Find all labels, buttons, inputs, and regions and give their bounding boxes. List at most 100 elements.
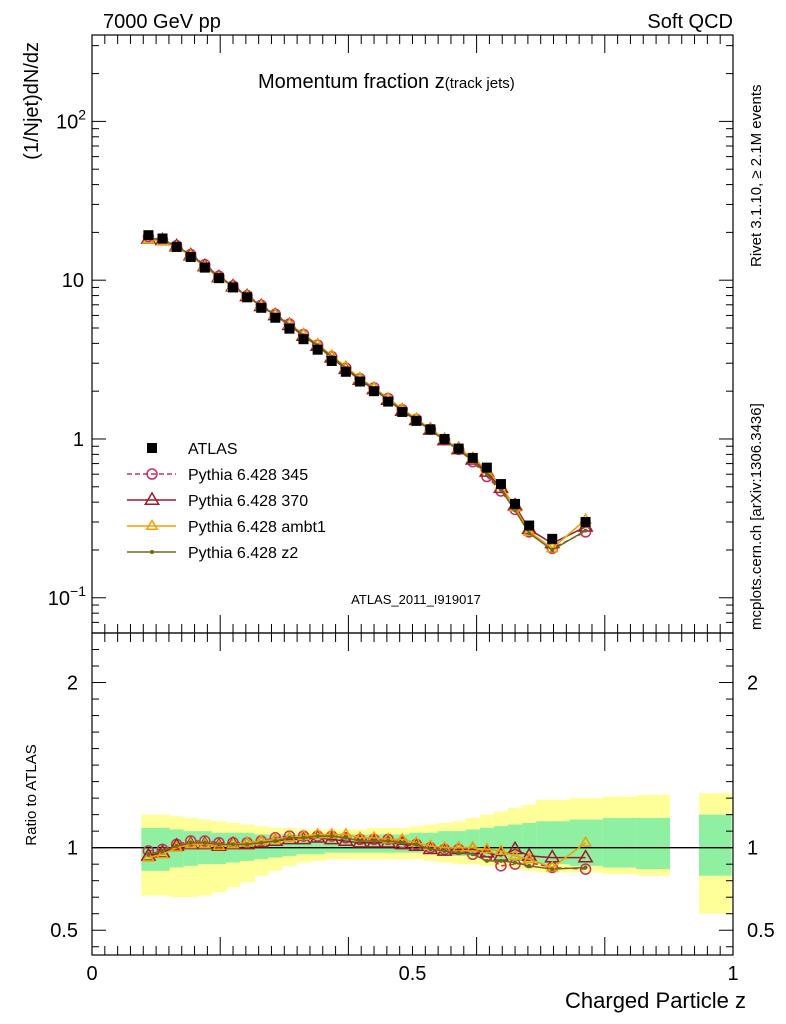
data-point — [226, 837, 240, 849]
data-point — [231, 842, 236, 847]
data-point — [174, 844, 179, 849]
band-stat — [699, 814, 732, 876]
main-frame — [91, 34, 734, 634]
data-point — [354, 376, 365, 387]
data-point — [494, 844, 508, 856]
data-point — [270, 312, 281, 323]
data-point — [225, 835, 241, 850]
data-point — [456, 850, 461, 855]
data-point — [273, 839, 278, 844]
ratio-y-tick-label: 1 — [67, 838, 78, 860]
data-point — [386, 839, 391, 844]
chart-title: Momentum fraction z(track jets) — [258, 71, 515, 93]
data-point — [425, 424, 436, 435]
data-point — [145, 519, 159, 531]
data-point — [199, 262, 210, 273]
header-left: 7000 GeV pp — [103, 11, 221, 33]
legend-label: ATLAS — [188, 441, 238, 458]
band-stat — [169, 829, 185, 868]
y-tick-label: 102 — [56, 106, 86, 133]
data-point — [259, 840, 264, 845]
legend-label: Pythia 6.428 345 — [188, 467, 308, 484]
data-point — [436, 842, 453, 856]
data-point — [428, 847, 433, 852]
rivet-label: Rivet 3.1.10, ≥ 2.1M events — [748, 85, 765, 268]
data-point — [287, 835, 292, 840]
data-point — [150, 550, 154, 554]
data-point — [157, 233, 168, 244]
legend-entry: Pythia 6.428 ambt1 — [127, 519, 326, 536]
band-stat — [569, 819, 604, 866]
data-point — [372, 839, 377, 844]
legend-label: Pythia 6.428 z2 — [188, 545, 298, 562]
data-point — [143, 230, 154, 241]
ratio-y-tick-label: 2 — [67, 673, 78, 695]
data-point — [411, 415, 422, 426]
data-point — [579, 863, 592, 875]
data-point — [467, 452, 478, 463]
x-tick-label: 0 — [86, 963, 97, 985]
data-point — [160, 848, 165, 853]
legend-entry: Pythia 6.428 370 — [127, 491, 308, 510]
data-point — [188, 840, 193, 845]
data-point — [155, 847, 170, 859]
data-point — [298, 334, 309, 345]
data-point — [256, 302, 267, 313]
data-point — [326, 355, 337, 366]
main-plot-area: 102 10 1 10−1 — [48, 34, 734, 634]
data-point — [498, 858, 503, 863]
y-tick-label: 1 — [73, 429, 84, 451]
data-point — [577, 849, 594, 863]
data-point — [228, 282, 239, 293]
header-right: Soft QCD — [647, 11, 733, 33]
legend: ATLAS Pythia 6.428 345 Pythia 6.428 370 Pyt… — [127, 441, 326, 562]
data-point — [397, 406, 408, 417]
data-point — [171, 241, 182, 252]
data-point — [439, 433, 450, 444]
data-point — [579, 835, 593, 847]
data-point — [216, 842, 221, 847]
data-point — [550, 547, 555, 552]
legend-entry: Pythia 6.428 z2 — [127, 545, 298, 562]
data-point — [484, 858, 489, 863]
data-point — [301, 835, 306, 840]
data-point — [510, 498, 521, 509]
data-point — [144, 491, 160, 505]
data-point — [547, 533, 558, 544]
data-point — [478, 844, 495, 858]
legend-label: Pythia 6.428 ambt1 — [188, 519, 326, 536]
data-point — [369, 386, 380, 397]
x-axis-label: Charged Particle z — [565, 988, 746, 1013]
data-point — [340, 366, 351, 377]
ratio-frame — [91, 632, 734, 956]
data-point — [315, 834, 320, 839]
chart-title-subscript: (track jets) — [445, 75, 515, 92]
data-point — [146, 468, 158, 480]
data-point — [312, 344, 323, 355]
data-point — [466, 840, 480, 852]
data-point — [202, 840, 207, 845]
ratio-y-axis-label: Ratio to ATLAS — [23, 744, 40, 845]
x-tick-label: 0.5 — [399, 963, 427, 985]
data-point — [146, 852, 151, 857]
ratio-plot-area: 0.5 0.5 1 1 2 2 0 0.5 1 — [50, 632, 775, 985]
y-tick-label: 10 — [62, 270, 84, 292]
data-point — [284, 323, 295, 334]
main-y-axis-label: (1/Njet)dN/dz — [21, 42, 43, 160]
data-point — [470, 852, 475, 857]
data-point — [583, 865, 588, 870]
data-point — [442, 848, 447, 853]
data-point — [400, 840, 405, 845]
ratio-y-tick-label: 1 — [747, 838, 758, 860]
chart-title-main: Momentum fraction z — [258, 71, 445, 93]
data-point — [527, 863, 532, 868]
legend-entry: Pythia 6.428 345 — [127, 467, 308, 484]
data-point — [185, 251, 196, 262]
data-point — [213, 273, 224, 284]
ratio-y-tick-label: 0.5 — [747, 920, 775, 942]
data-point — [527, 531, 532, 536]
x-tick-label: 1 — [727, 963, 738, 985]
data-point — [141, 850, 155, 862]
band-stat — [602, 817, 637, 868]
